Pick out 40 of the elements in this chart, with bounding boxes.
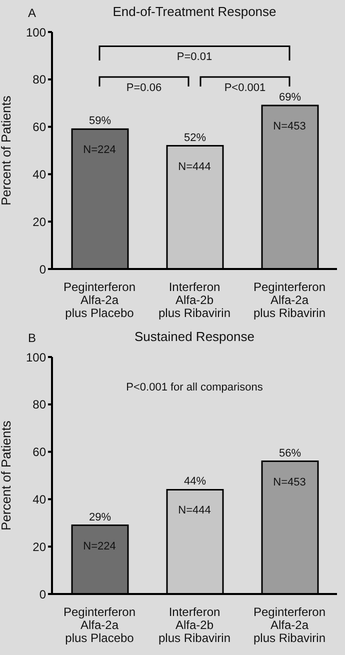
- y-tick-label: 100: [26, 350, 46, 364]
- data-label: 29%: [88, 511, 112, 524]
- annotation: N=453: [273, 120, 306, 132]
- annotation: N=453: [273, 476, 306, 488]
- chart-subtitle: B: [28, 331, 36, 345]
- annotation: N=444: [178, 504, 211, 517]
- y-tick-label: 0: [39, 262, 46, 276]
- x-tick-label: Interferon Alfa-2b plus Ribavirin: [158, 605, 231, 645]
- annotation: P<0.001: [224, 82, 266, 94]
- y-tick-label: 20: [32, 214, 46, 229]
- annotation: P=0.06: [126, 82, 162, 94]
- data-label: 59%: [88, 115, 112, 128]
- y-tick-label: 60: [32, 120, 46, 134]
- y-tick-label: 60: [32, 445, 46, 460]
- annotation: P=0.01: [176, 51, 212, 64]
- data-label: 56%: [278, 447, 302, 460]
- annotation: N=224: [83, 540, 116, 552]
- x-tick-label: Peginterferon Alfa-2a plus Ribavirin: [253, 280, 326, 320]
- annotation: N=444: [178, 160, 211, 173]
- y-tick-label: 0: [39, 587, 46, 602]
- annotation: N=224: [83, 144, 116, 156]
- annotation: P<0.001 for all comparisons: [126, 382, 264, 394]
- y-tick-label: 40: [32, 167, 46, 182]
- x-tick-label: Interferon Alfa-2b plus Ribavirin: [158, 280, 231, 320]
- chart-title: Sustained Response: [134, 329, 254, 344]
- y-tick-label: 100: [26, 25, 46, 40]
- y-tick-label: 20: [32, 540, 46, 554]
- y-tick-label: 80: [32, 398, 46, 412]
- y-axis-title: Percent of Patients: [0, 95, 14, 206]
- x-tick-label: Peginterferon Alfa-2a plus Placebo: [63, 605, 136, 645]
- y-tick-label: 40: [32, 492, 46, 506]
- chart-subtitle: A: [28, 6, 36, 20]
- x-tick-label: Peginterferon Alfa-2a plus Ribavirin: [253, 605, 326, 645]
- data-label: 52%: [184, 132, 206, 144]
- x-tick-label: Peginterferon Alfa-2a plus Placebo: [63, 280, 136, 320]
- y-axis-title: Percent of Patients: [0, 420, 14, 530]
- data-label: 69%: [278, 91, 302, 104]
- data-label: 44%: [184, 476, 206, 488]
- chart-title: End-of-Treatment Response: [112, 4, 276, 19]
- y-tick-label: 80: [32, 72, 46, 87]
